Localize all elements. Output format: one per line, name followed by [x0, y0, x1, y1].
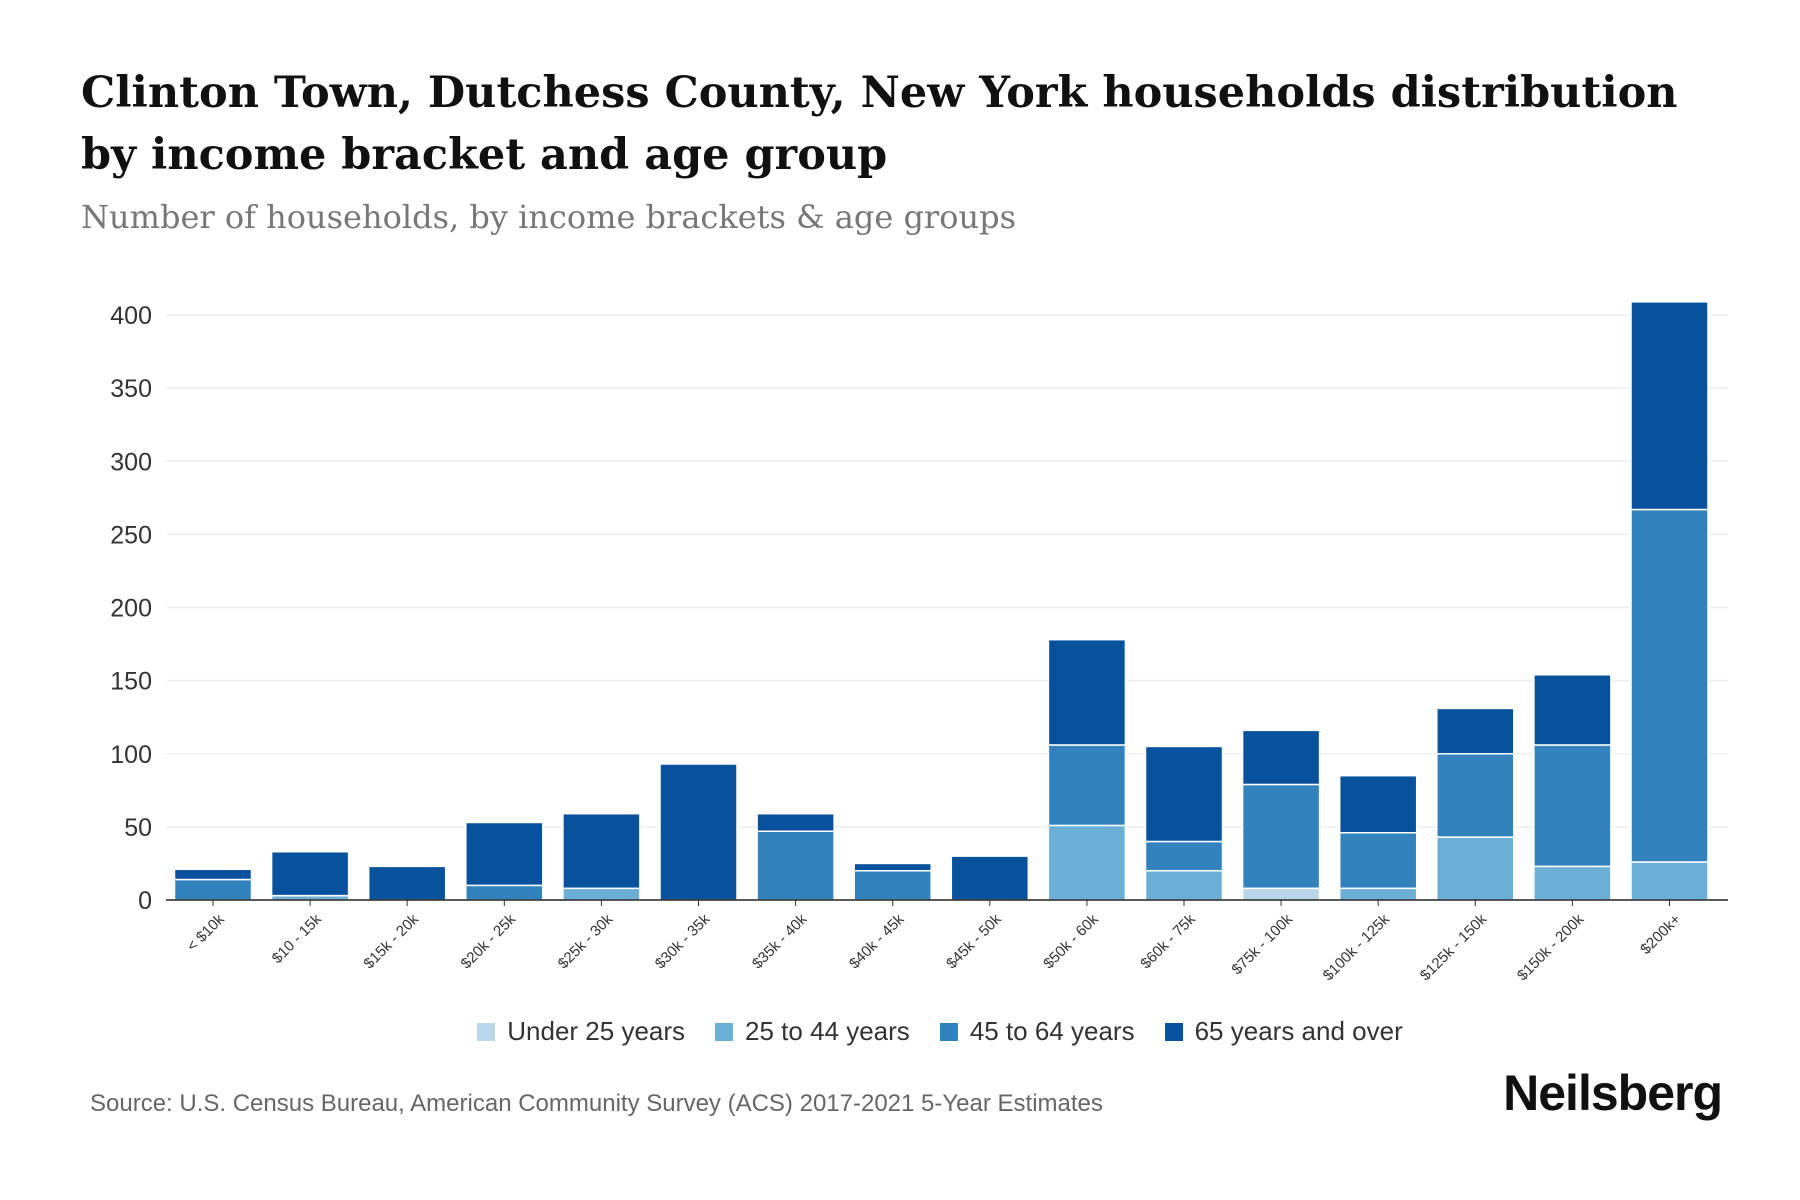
legend-item: 45 to 64 years — [939, 1016, 1135, 1047]
bar-segment — [465, 884, 544, 901]
y-tick-label: 300 — [110, 448, 152, 476]
legend-label: 25 to 44 years — [745, 1016, 910, 1046]
source-note: Source: U.S. Census Bureau, American Com… — [90, 1090, 1103, 1117]
bar-segment — [465, 821, 544, 887]
x-tick-label: $75k - 100k — [1228, 910, 1296, 978]
y-tick-label: 200 — [110, 595, 152, 623]
x-tick-label: $35k - 40k — [749, 910, 811, 972]
x-tick-label: $45k - 50k — [943, 910, 1005, 972]
neilsberg-logo: Neilsberg — [1503, 1065, 1723, 1121]
legend-swatch — [1164, 1022, 1183, 1041]
y-tick-label: 0 — [138, 887, 152, 915]
x-tick-label: $25k - 30k — [555, 910, 617, 972]
bar-segment — [562, 812, 641, 890]
stacked-bar-chart: 0 50 100 150 200 250 300 350 400 < $10k $10 - 15k $… — [110, 301, 1728, 984]
bar-segment — [1144, 840, 1224, 872]
bar-segment — [1047, 744, 1127, 827]
bar-segment — [367, 865, 447, 901]
bar-segment — [173, 878, 253, 901]
legend-label: Under 25 years — [507, 1016, 686, 1046]
bar-segment — [1047, 824, 1127, 901]
bar-segment — [562, 887, 641, 901]
bar-segment — [1241, 783, 1321, 890]
y-tick-label: 250 — [110, 521, 152, 549]
bar-segment — [1241, 887, 1321, 901]
bar-segment — [853, 862, 932, 872]
bar-segment — [1241, 729, 1321, 786]
x-tick-label: $125k - 150k — [1417, 910, 1491, 984]
bar-segment — [756, 812, 835, 833]
legend-item: 65 years and over — [1164, 1016, 1403, 1047]
chart-legend: Under 25 years 25 to 44 years 45 to 64 yea… — [0, 1016, 1800, 1047]
bar-segment — [1533, 674, 1612, 746]
x-tick-label: $200k+ — [1637, 911, 1684, 958]
y-tick-label: 400 — [110, 302, 152, 330]
bar-segment — [659, 763, 738, 901]
chart-subtitle: Number of households, by income brackets… — [81, 198, 1016, 236]
x-tick-label: $20k - 25k — [458, 910, 520, 972]
bar-segment — [1630, 861, 1709, 901]
bar-segment — [1436, 753, 1515, 838]
x-tick-label: $60k - 75k — [1137, 910, 1199, 972]
x-tick-label: $150k - 200k — [1514, 910, 1588, 984]
bar-segment — [1630, 301, 1709, 511]
legend-swatch — [477, 1022, 496, 1041]
bar-segment — [1144, 745, 1224, 843]
bar-segment — [173, 868, 253, 881]
x-tick-label: $15k - 20k — [360, 910, 422, 972]
bar-segment — [950, 855, 1030, 901]
bar-segment — [270, 850, 350, 897]
legend-label: 65 years and over — [1194, 1016, 1403, 1046]
y-tick-label: 350 — [110, 375, 152, 403]
x-tick-label: $40k - 45k — [846, 910, 908, 972]
y-tick-label: 50 — [124, 814, 152, 842]
x-tick-label: $10 - 15k — [269, 910, 326, 967]
legend-swatch — [939, 1022, 958, 1041]
bar-segment — [1144, 870, 1224, 901]
bar-segment — [1630, 508, 1709, 863]
bar-segment — [1533, 865, 1612, 901]
bar-segment — [756, 830, 835, 901]
y-tick-label: 100 — [110, 741, 152, 769]
bar-segment — [1338, 774, 1418, 834]
bar-segment — [1047, 638, 1127, 746]
y-tick-label: 150 — [110, 668, 152, 696]
x-tick-label: $100k - 125k — [1320, 910, 1394, 984]
legend-item: 25 to 44 years — [715, 1016, 910, 1047]
x-tick-label: $30k - 35k — [652, 910, 714, 972]
bar-segment — [1533, 744, 1612, 868]
x-tick-label: < $10k — [184, 910, 229, 955]
bar-segment — [1436, 707, 1515, 755]
bar-segment — [853, 870, 932, 901]
bar-segment — [1338, 887, 1418, 901]
legend-swatch — [715, 1022, 734, 1041]
legend-label: 45 to 64 years — [969, 1016, 1135, 1046]
bar-segment — [1338, 831, 1418, 890]
x-tick-label: $50k - 60k — [1040, 910, 1102, 972]
legend-item: Under 25 years — [477, 1016, 685, 1047]
bar-segment — [1436, 836, 1515, 901]
chart-title: Clinton Town, Dutchess County, New York … — [81, 68, 1678, 180]
